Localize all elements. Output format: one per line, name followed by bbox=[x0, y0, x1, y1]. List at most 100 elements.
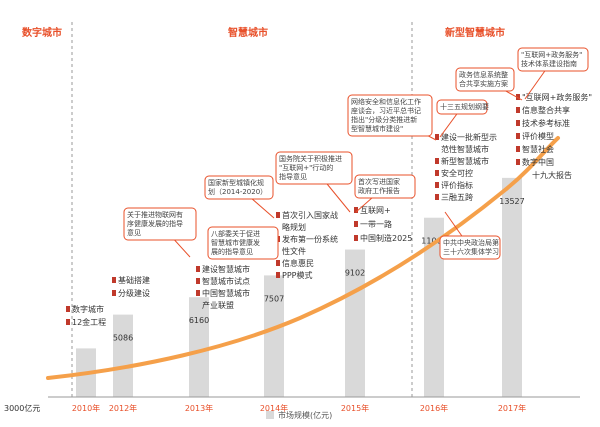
bullet-item: "互联网+政务服务" bbox=[522, 92, 592, 102]
callout-text: 划（2014-2020） bbox=[208, 187, 267, 196]
callout-text: 关于推进物联网有 bbox=[127, 210, 183, 219]
bullet-marker bbox=[354, 235, 358, 241]
bullet-marker bbox=[516, 94, 520, 100]
x-tick-label: 2016年 bbox=[420, 403, 448, 413]
callout-box bbox=[204, 175, 274, 200]
callout-text: 政务信息系统整 bbox=[459, 70, 508, 79]
callout-box bbox=[354, 174, 416, 199]
bullet-marker bbox=[516, 159, 520, 165]
bullet-marker bbox=[196, 278, 200, 284]
callout-text: 国务院关于积极推进 bbox=[279, 154, 342, 163]
bullet-marker bbox=[66, 306, 70, 312]
bullet-marker bbox=[354, 207, 358, 213]
callout-boxes: 关于推进物联网有序健康发展的指导意见国家新型城镇化规划（2014-2020）八部… bbox=[123, 47, 589, 260]
bullet-item: 技术参考标准 bbox=[522, 118, 570, 128]
bullet-item: 产业联盟 bbox=[202, 300, 234, 310]
bar bbox=[113, 314, 133, 397]
callout-box bbox=[455, 67, 515, 92]
bullet-marker bbox=[354, 221, 358, 227]
callout-text: 序健康发展的指导 bbox=[127, 219, 183, 228]
x-tick-label: 2017年 bbox=[498, 403, 526, 413]
bullet-marker bbox=[516, 133, 520, 139]
callout: "互联网+政务服务" 技术体系建设指南 bbox=[517, 47, 589, 100]
bar bbox=[189, 297, 209, 397]
value-label: 6160 bbox=[189, 316, 209, 325]
bullet-marker bbox=[435, 134, 439, 140]
bar-series bbox=[76, 177, 522, 397]
callout-text: 三十六次集体学习 bbox=[443, 247, 499, 256]
bullet-item: 中国智慧城市 bbox=[202, 288, 250, 298]
bullet-marker bbox=[66, 319, 70, 325]
bullet-item: 智慧社会 bbox=[522, 144, 554, 154]
year-labels: 2010年 2012年 2013年 2014年 2015年 2016年 2017年 bbox=[72, 403, 526, 413]
bullet-marker bbox=[276, 260, 280, 266]
legend-swatch bbox=[266, 411, 274, 419]
bullet-marker bbox=[516, 146, 520, 152]
bullet-item: 数字城市 bbox=[72, 304, 104, 314]
bullet-item: 三融五跨 bbox=[441, 192, 473, 202]
callout: 十三五规划纲要 bbox=[436, 99, 489, 138]
bullet-group: 数字城市 12金工程 bbox=[66, 304, 106, 327]
bullet-item: 分级建设 bbox=[118, 288, 150, 298]
value-label: 5086 bbox=[113, 334, 133, 343]
callout-box bbox=[347, 94, 433, 137]
callout-text: 十三五规划纲要 bbox=[440, 102, 489, 111]
bullet-marker bbox=[435, 170, 439, 176]
stage-label-digital-city: 数字城市 bbox=[22, 26, 62, 39]
legend-label: 市场规模(亿元) bbox=[278, 410, 332, 420]
bar bbox=[264, 275, 284, 397]
bullet-item: 基础搭建 bbox=[118, 275, 150, 285]
bullet-item: 范性智慧城市 bbox=[441, 144, 489, 154]
callout-text: 首次写进国家 bbox=[358, 177, 400, 186]
bullet-item: 新型智慧城市 bbox=[441, 156, 489, 166]
callout-text: "互联网+"行动的 bbox=[279, 163, 333, 172]
callout-box bbox=[439, 235, 501, 260]
callout-text: 座谈会，习近平总书记 bbox=[351, 106, 421, 115]
bullet-item: 建设一批新型示 bbox=[441, 132, 497, 142]
stage-label-new-smart-city: 新型智慧城市 bbox=[445, 26, 505, 39]
bullet-item: 信息整合共享 bbox=[522, 105, 570, 115]
bullet-item: 评价指标 bbox=[441, 180, 473, 190]
bullet-item: 略规划 bbox=[282, 222, 306, 232]
value-label: 13527 bbox=[499, 197, 524, 206]
bullet-marker bbox=[435, 194, 439, 200]
bullet-marker bbox=[435, 182, 439, 188]
callout-box bbox=[436, 99, 488, 115]
bar bbox=[424, 217, 444, 397]
bullet-item: 信息惠民 bbox=[282, 258, 314, 268]
bullet-item: 性文件 bbox=[282, 246, 306, 256]
bullet-item: PPP模式 bbox=[282, 270, 312, 280]
bullet-item: 评价模型 bbox=[522, 131, 554, 141]
callout-text: 技术体系建设指南 bbox=[521, 59, 577, 68]
x-tick-label: 2013年 bbox=[185, 403, 213, 413]
x-tick-label: 2015年 bbox=[341, 403, 369, 413]
bullet-marker bbox=[112, 277, 116, 283]
bullet-marker bbox=[516, 120, 520, 126]
x-tick-label: 2014年 bbox=[260, 403, 288, 413]
bullet-groups: 数字城市12金工程基础搭建分级建设建设智慧城市智慧城市试点中国智慧城市产业联盟首… bbox=[66, 92, 592, 327]
bullet-item: 首次引入国家战 bbox=[282, 210, 338, 220]
callout-box bbox=[517, 47, 589, 72]
callout-text: 展的指导意见 bbox=[211, 247, 253, 256]
callout-text: 型智慧城市建设" bbox=[351, 124, 403, 133]
value-label: 9102 bbox=[345, 269, 365, 278]
callout-text: 中共中央政治局第 bbox=[443, 238, 499, 247]
callout-text: 合共享实施方案 bbox=[459, 79, 508, 88]
callout-text: 国家新型城镇化规 bbox=[208, 178, 264, 187]
bullet-item: 安全可控 bbox=[441, 168, 473, 178]
callout-box bbox=[207, 226, 279, 260]
bullet-item: 12金工程 bbox=[72, 317, 106, 327]
bullet-marker bbox=[196, 290, 200, 296]
callout-text: 智慧城市健康发 bbox=[211, 238, 260, 247]
